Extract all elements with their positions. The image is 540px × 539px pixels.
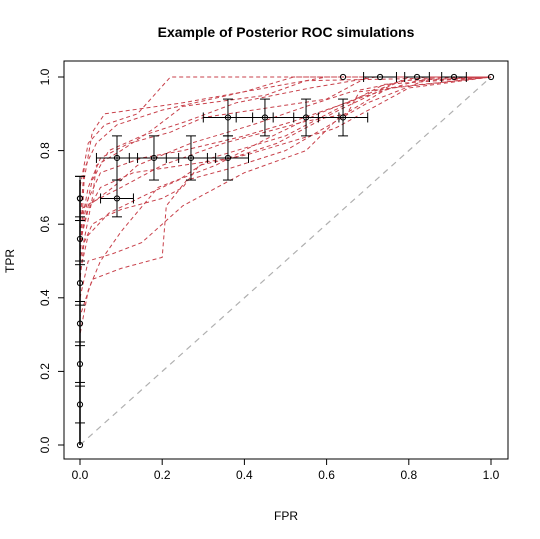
observed-point (339, 114, 347, 121)
reference-diagonal-group (79, 76, 492, 446)
observed-point (113, 195, 121, 202)
observed-point (150, 154, 158, 162)
observed-point (339, 73, 347, 81)
simulation-line-3 (79, 76, 491, 445)
observed-point (413, 73, 421, 81)
y-tick-label: 0.0 (38, 436, 52, 453)
observed-points-group (76, 73, 495, 449)
observed-point (224, 154, 232, 162)
x-axis-label: FPR (274, 509, 298, 523)
observed-point (302, 114, 310, 121)
chart-title: Example of Posterior ROC simulations (158, 24, 415, 40)
observed-point (261, 114, 269, 121)
simulation-line-4 (79, 76, 492, 445)
simulation-line-8 (79, 76, 491, 445)
x-tick-label: 0.4 (236, 468, 253, 482)
observed-point (187, 154, 195, 162)
simulation-line-7 (79, 76, 492, 445)
simulation-line-12 (79, 76, 491, 445)
observed-point (487, 73, 495, 81)
simulation-line-14 (79, 76, 492, 445)
reference-diagonal-line (79, 76, 492, 446)
simulation-line-6 (79, 76, 491, 445)
observed-point (113, 154, 121, 162)
observed-point (224, 114, 232, 121)
simulation-lines-group (79, 76, 492, 445)
y-axis: 0.0 0.2 0.4 0.6 0.8 1.0 (38, 68, 64, 453)
observed-point (376, 73, 384, 81)
x-axis: 0.0 0.2 0.4 0.6 0.8 1.0 (72, 459, 500, 482)
simulation-line-9 (79, 76, 492, 445)
y-tick-label: 0.4 (38, 289, 52, 306)
simulation-line-15 (79, 76, 491, 445)
y-axis-label: TPR (3, 249, 17, 273)
y-tick-label: 0.2 (38, 363, 52, 380)
y-tick-label: 0.8 (38, 142, 52, 159)
simulation-line-10 (79, 76, 492, 445)
x-tick-label: 1.0 (483, 468, 500, 482)
x-tick-label: 0.6 (318, 468, 335, 482)
plot-frame (63, 60, 509, 460)
simulation-line-13 (79, 76, 491, 445)
observed-point (450, 73, 458, 81)
simulation-line-5 (79, 76, 492, 445)
y-tick-label: 0.6 (38, 216, 52, 233)
error-bars-group (75, 72, 467, 424)
simulation-line-2 (79, 76, 492, 445)
y-tick-label: 1.0 (38, 68, 52, 85)
x-tick-label: 0.2 (154, 468, 171, 482)
x-tick-label: 0.8 (400, 468, 417, 482)
x-tick-label: 0.0 (72, 468, 89, 482)
